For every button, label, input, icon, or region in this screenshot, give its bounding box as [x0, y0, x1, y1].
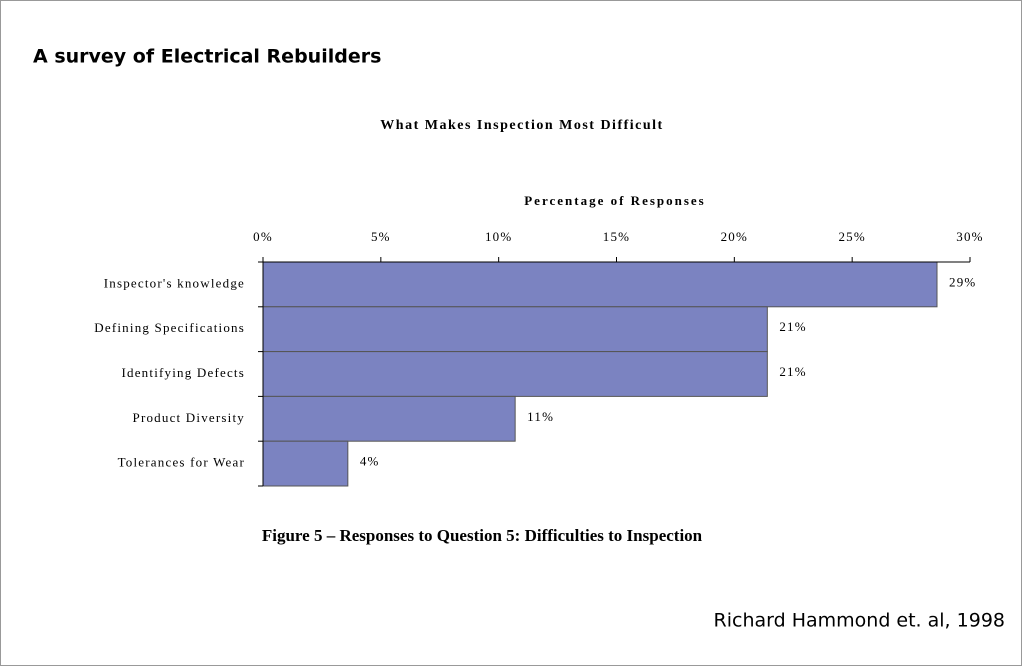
x-tick-label: 0%: [253, 229, 273, 244]
x-tick-label: 5%: [371, 229, 391, 244]
x-tick-label: 30%: [956, 229, 983, 244]
value-label: 21%: [779, 364, 806, 379]
value-label: 11%: [527, 409, 554, 424]
y-tick-label: Inspector's knowledge: [104, 275, 245, 290]
x-tick-label: 20%: [721, 229, 748, 244]
value-label: 21%: [779, 319, 806, 334]
y-tick-label: Tolerances for Wear: [118, 455, 245, 470]
heading: A survey of Electrical Rebuilders: [33, 46, 381, 68]
bar: [262, 261, 938, 308]
x-tick-label: 10%: [485, 229, 512, 244]
y-tick-label: Identifying Defects: [121, 365, 245, 380]
y-tick-label: Defining Specifications: [94, 320, 245, 335]
bar: [262, 395, 516, 442]
y-tick-label: Product Diversity: [133, 410, 245, 425]
credit: Richard Hammond et. al, 1998: [714, 610, 1005, 632]
value-label: 29%: [949, 274, 976, 289]
bar: [262, 306, 768, 353]
chart-title: What Makes Inspection Most Difficult: [380, 118, 663, 133]
x-tick-label: 25%: [838, 229, 865, 244]
caption: Figure 5 – Responses to Question 5: Diff…: [262, 526, 703, 545]
bar: [262, 440, 349, 487]
value-label: 4%: [360, 454, 380, 469]
bar: [262, 351, 768, 397]
x-tick-label: 15%: [603, 229, 630, 244]
x-axis-label: Percentage of Responses: [524, 193, 706, 208]
